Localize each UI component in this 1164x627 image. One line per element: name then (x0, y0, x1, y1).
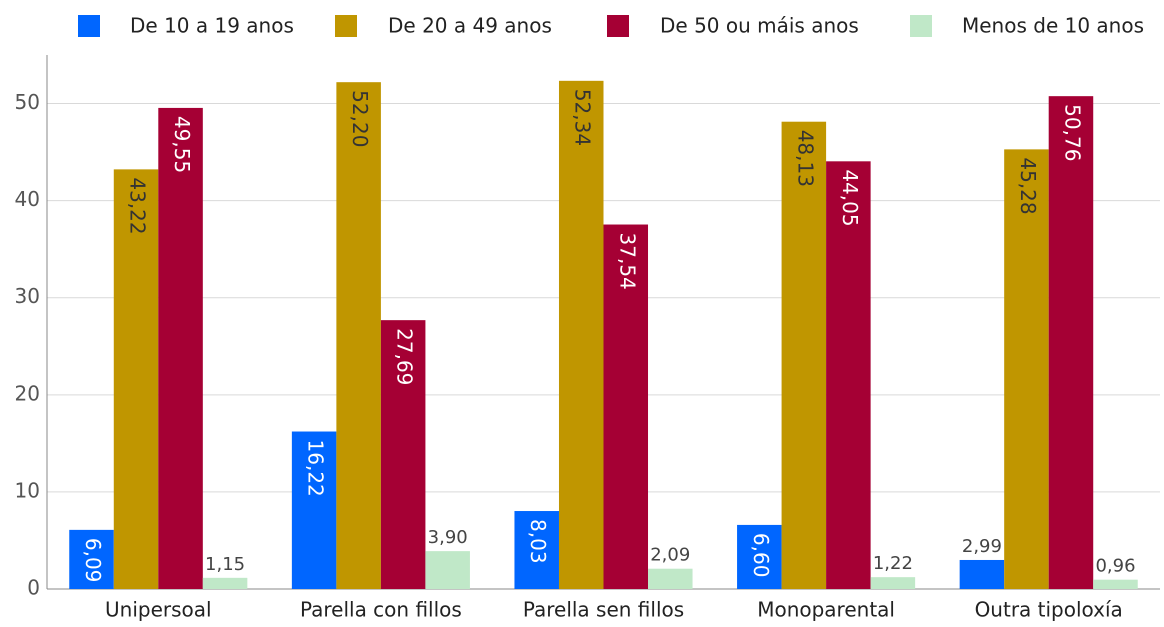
value-label: 48,13 (793, 130, 817, 187)
bar (425, 551, 470, 589)
bar (202, 577, 248, 589)
x-tick-label: Parella sen fillos (523, 598, 684, 622)
value-label: 49,55 (170, 116, 194, 173)
value-label: 44,05 (838, 169, 862, 226)
legend-label: De 20 a 49 anos (388, 14, 552, 38)
value-label: 37,54 (615, 233, 639, 290)
y-tick-label: 10 (15, 478, 40, 502)
bar (380, 320, 426, 589)
bar (1004, 149, 1049, 589)
value-label: 6,60 (749, 533, 773, 578)
y-tick-label: 20 (15, 381, 40, 405)
bar (959, 559, 1005, 589)
value-label: 1,15 (205, 554, 245, 575)
y-tick-label: 30 (15, 284, 40, 308)
value-label: 43,22 (126, 177, 150, 234)
bar (781, 121, 827, 590)
value-label: 52,34 (571, 89, 595, 146)
value-label: 27,69 (393, 328, 417, 385)
bar (514, 511, 559, 589)
bar (603, 224, 649, 589)
y-tick-label: 50 (15, 90, 40, 114)
legend-label: Menos de 10 anos (962, 14, 1144, 38)
legend-label: De 10 a 19 anos (130, 14, 294, 38)
legend-swatch (335, 15, 357, 37)
legend-swatch (607, 15, 629, 37)
bar (113, 169, 159, 589)
bar (69, 529, 114, 589)
legend-label: De 50 ou máis anos (660, 14, 859, 38)
value-label: 0,96 (1095, 556, 1135, 577)
value-label: 2,99 (962, 536, 1002, 557)
value-label: 2,09 (650, 545, 690, 566)
bar (1048, 96, 1094, 590)
value-label: 52,20 (348, 90, 372, 147)
value-label: 16,22 (304, 440, 328, 497)
bar (558, 80, 604, 590)
x-tick-label: Unipersoal (105, 598, 212, 622)
bar (826, 161, 871, 589)
bar (870, 577, 916, 589)
bar (1093, 579, 1138, 589)
value-label: 1,22 (873, 553, 913, 574)
bar (737, 524, 782, 589)
value-label: 45,28 (1016, 157, 1040, 214)
x-tick-label: Parella con fillos (300, 598, 462, 622)
value-label: 50,76 (1060, 104, 1084, 161)
bar (291, 431, 337, 589)
value-label: 6,09 (81, 538, 105, 583)
bar (648, 568, 693, 589)
x-tick-label: Outra tipoloxía (975, 598, 1123, 622)
value-label: 3,90 (428, 527, 468, 548)
bar (336, 82, 381, 589)
bar (158, 107, 203, 589)
y-tick-label: 40 (15, 187, 40, 211)
value-label: 8,03 (526, 519, 550, 564)
legend-swatch (78, 15, 100, 37)
y-tick-label: 0 (27, 576, 40, 600)
x-tick-label: Monoparental (757, 598, 895, 622)
legend-swatch (910, 15, 932, 37)
